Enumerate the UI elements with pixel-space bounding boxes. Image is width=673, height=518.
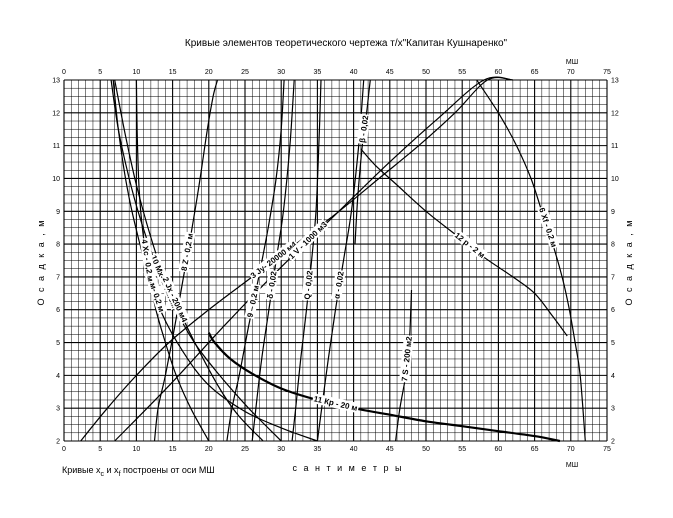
x-tick-label-bottom: 25	[241, 446, 249, 453]
series-label-bg	[285, 218, 330, 262]
series-line-1	[112, 79, 318, 442]
y-tick-label-left: 13	[52, 78, 60, 85]
chart-title: Кривые элементов теоретического чертежа …	[185, 38, 508, 49]
y-tick-label-left: 5	[56, 340, 60, 347]
x-tick-label-bottom: 20	[205, 446, 213, 453]
series-label-14: δ - 0,02	[266, 270, 279, 299]
y-tick-label-right: 12	[611, 110, 619, 117]
y-tick-label-right: 9	[611, 209, 615, 216]
x-tick-label-top: 50	[422, 69, 430, 76]
x-tick-label-top: 20	[205, 69, 213, 76]
x-tick-label-top: 40	[350, 69, 358, 76]
x-tick-label-bottom: 15	[169, 446, 177, 453]
y-tick-label-left: 9	[56, 209, 60, 216]
series-label-bg	[264, 269, 279, 301]
series-label-bg	[452, 229, 488, 261]
x-tick-label-top: 25	[241, 69, 249, 76]
x-tick-label-bottom: 5	[98, 446, 102, 453]
y-tick-label-right: 13	[611, 78, 619, 85]
y-axis-label-left: О с а д к а , м	[36, 219, 46, 306]
x-axis-label: с а н т и м е т р ы	[293, 463, 404, 473]
y-tick-label-left: 10	[52, 176, 60, 183]
series-label-7: 11 Кр - 20 м	[313, 394, 359, 413]
y-tick-label-right: 11	[611, 143, 618, 150]
series-label-13: Q - 0,02	[303, 270, 315, 300]
y-tick-label-right: 2	[611, 439, 615, 446]
series-label-bg	[178, 231, 196, 273]
y-tick-label-left: 2	[56, 439, 60, 446]
x-tick-label-top: 10	[133, 69, 141, 76]
y-tick-label-right: 8	[611, 242, 615, 249]
series-line-9	[114, 76, 513, 442]
top-axis-unit: МШ	[566, 59, 578, 66]
series-label-bg	[244, 283, 262, 320]
x-tick-label-bottom: 35	[314, 446, 322, 453]
series-label-bg	[356, 113, 371, 145]
series-label-bg	[398, 334, 415, 383]
series-label-bg	[139, 237, 157, 284]
y-tick-label-left: 11	[53, 143, 60, 150]
x-tick-label-bottom: 40	[350, 446, 358, 453]
series-label-bg	[331, 269, 346, 301]
x-tick-label-top: 65	[531, 69, 539, 76]
x-tick-label-bottom: 55	[458, 446, 466, 453]
y-tick-label-left: 3	[56, 406, 60, 413]
x-tick-label-top: 15	[169, 69, 177, 76]
x-tick-label-top: 55	[458, 69, 466, 76]
y-tick-label-left: 6	[56, 307, 60, 314]
y-tick-label-right: 5	[611, 340, 615, 347]
y-tick-label-right: 4	[611, 373, 615, 380]
x-tick-label-bottom: 70	[567, 446, 575, 453]
series-label-bg	[247, 238, 300, 281]
y-tick-label-left: 4	[56, 373, 60, 380]
series-label-16: β - 0,02	[358, 114, 371, 143]
x-tick-label-bottom: 30	[277, 446, 285, 453]
x-tick-label-bottom: 65	[531, 446, 539, 453]
y-axis-label-right: О с а д к а , м	[624, 219, 634, 306]
series-label-bg	[536, 205, 560, 250]
x-tick-label-top: 45	[386, 69, 394, 76]
x-tick-label-bottom: 50	[422, 446, 430, 453]
series-label-3: 2 Jx - 200 м4	[161, 276, 190, 324]
tick-labels: 0055101015152020252530303535404045455050…	[52, 69, 619, 453]
chart-note: Кривые xc и xf построены от оси МШ	[62, 465, 215, 478]
x-tick-label-top: 70	[567, 69, 575, 76]
x-tick-label-top: 75	[603, 69, 611, 76]
x-tick-label-bottom: 60	[495, 446, 503, 453]
x-tick-label-top: 60	[495, 69, 503, 76]
x-tick-label-bottom: 0	[62, 446, 66, 453]
x-tick-label-bottom: 10	[133, 446, 141, 453]
y-tick-label-right: 10	[611, 176, 619, 183]
x-tick-label-top: 30	[277, 69, 285, 76]
x-tick-label-bottom: 75	[603, 446, 611, 453]
series-label-15: α - 0,02	[332, 270, 345, 299]
x-tick-label-top: 0	[62, 69, 66, 76]
y-tick-label-right: 6	[611, 307, 615, 314]
series-label-8: 12 р - 2 м	[453, 231, 487, 260]
y-tick-label-left: 12	[52, 110, 60, 117]
series-label-bg	[160, 274, 191, 325]
x-tick-label-top: 5	[98, 69, 102, 76]
y-tick-label-right: 7	[611, 274, 615, 281]
series-label-bg	[301, 269, 315, 301]
bottom-axis-unit: МШ	[566, 462, 578, 469]
y-tick-label-right: 3	[611, 406, 615, 413]
y-tick-label-left: 8	[56, 242, 60, 249]
series-label-bg	[311, 393, 360, 414]
y-tick-label-left: 7	[56, 274, 60, 281]
x-tick-label-top: 35	[314, 69, 322, 76]
x-tick-label-bottom: 45	[386, 446, 394, 453]
